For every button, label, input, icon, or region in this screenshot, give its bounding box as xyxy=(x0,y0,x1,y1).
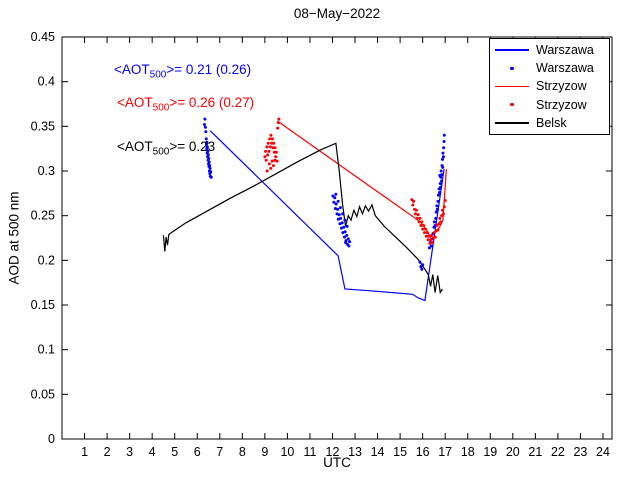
legend-label: Warszawa xyxy=(536,61,594,76)
dot-sample-icon xyxy=(495,66,529,71)
svg-text:0.25: 0.25 xyxy=(31,209,55,223)
svg-text:7: 7 xyxy=(216,445,223,459)
annotation-text: >= 0.23 xyxy=(169,139,216,154)
svg-text:21: 21 xyxy=(528,445,542,459)
annotation-subscript: 500 xyxy=(152,102,170,114)
annotation-text: <AOT xyxy=(114,62,150,77)
legend-label: Belsk xyxy=(536,115,567,130)
svg-text:16: 16 xyxy=(416,445,430,459)
svg-text:0.35: 0.35 xyxy=(31,119,55,133)
aot-annotation-strzyzow: <AOT500>= 0.26 (0.27) xyxy=(117,95,254,114)
svg-text:0: 0 xyxy=(48,432,55,446)
annotation-text: <AOT xyxy=(117,95,153,110)
svg-text:0.05: 0.05 xyxy=(31,387,55,401)
svg-text:0.4: 0.4 xyxy=(38,75,55,89)
annotation-subscript: 500 xyxy=(149,69,167,81)
svg-text:10: 10 xyxy=(280,445,294,459)
legend-entry-warszawa-dots: Warszawa xyxy=(490,60,609,77)
svg-text:4: 4 xyxy=(149,445,156,459)
aot-annotation-belsk: <AOT500>= 0.23 xyxy=(117,139,215,158)
svg-text:2: 2 xyxy=(104,445,111,459)
svg-text:11: 11 xyxy=(303,445,316,459)
svg-text:0.2: 0.2 xyxy=(38,253,55,267)
svg-text:6: 6 xyxy=(194,445,201,459)
legend-label: Warszawa xyxy=(536,43,594,58)
svg-text:20: 20 xyxy=(506,445,520,459)
svg-text:14: 14 xyxy=(371,445,385,459)
svg-text:17: 17 xyxy=(438,445,452,459)
svg-text:24: 24 xyxy=(596,445,610,459)
svg-text:0.45: 0.45 xyxy=(31,30,55,44)
legend-label: Strzyzow xyxy=(536,97,587,112)
legend-entry-strzyzow-dots: Strzyzow xyxy=(490,96,609,113)
x-axis-label: UTC xyxy=(323,455,351,470)
svg-text:22: 22 xyxy=(551,445,565,459)
aot-annotation-warszawa: <AOT500>= 0.21 (0.26) xyxy=(114,62,251,81)
line-sample-icon xyxy=(495,49,529,51)
svg-text:9: 9 xyxy=(261,445,268,459)
svg-text:1: 1 xyxy=(81,445,88,459)
svg-text:5: 5 xyxy=(171,445,178,459)
svg-text:0.1: 0.1 xyxy=(38,343,55,357)
svg-text:23: 23 xyxy=(573,445,587,459)
svg-text:19: 19 xyxy=(483,445,497,459)
svg-text:0.15: 0.15 xyxy=(31,298,55,312)
legend-entry-belsk-line: Belsk xyxy=(490,114,609,131)
annotation-text: >= 0.21 (0.26) xyxy=(166,62,252,77)
dot-sample-icon xyxy=(495,102,529,107)
legend-label: Strzyzow xyxy=(536,79,587,94)
line-sample-icon xyxy=(495,122,529,124)
svg-text:13: 13 xyxy=(348,445,362,459)
line-sample-icon xyxy=(495,85,529,88)
svg-text:12: 12 xyxy=(326,445,340,459)
y-axis-label: AOD at 500 nm xyxy=(6,191,22,285)
annotation-text: >= 0.26 (0.27) xyxy=(169,95,255,110)
svg-text:8: 8 xyxy=(239,445,246,459)
annotation-text: <AOT xyxy=(117,139,153,154)
legend-entry-warszawa-line: Warszawa xyxy=(490,42,609,59)
svg-text:3: 3 xyxy=(126,445,133,459)
chart-title: 08−May−2022 xyxy=(293,6,381,21)
annotation-subscript: 500 xyxy=(152,146,170,158)
legend-entry-strzyzow-line: Strzyzow xyxy=(490,78,609,95)
legend: Warszawa Warszawa Strzyzow Strzyzow Bels… xyxy=(489,38,610,135)
svg-text:18: 18 xyxy=(461,445,475,459)
svg-text:15: 15 xyxy=(393,445,407,459)
svg-text:0.3: 0.3 xyxy=(38,164,55,178)
